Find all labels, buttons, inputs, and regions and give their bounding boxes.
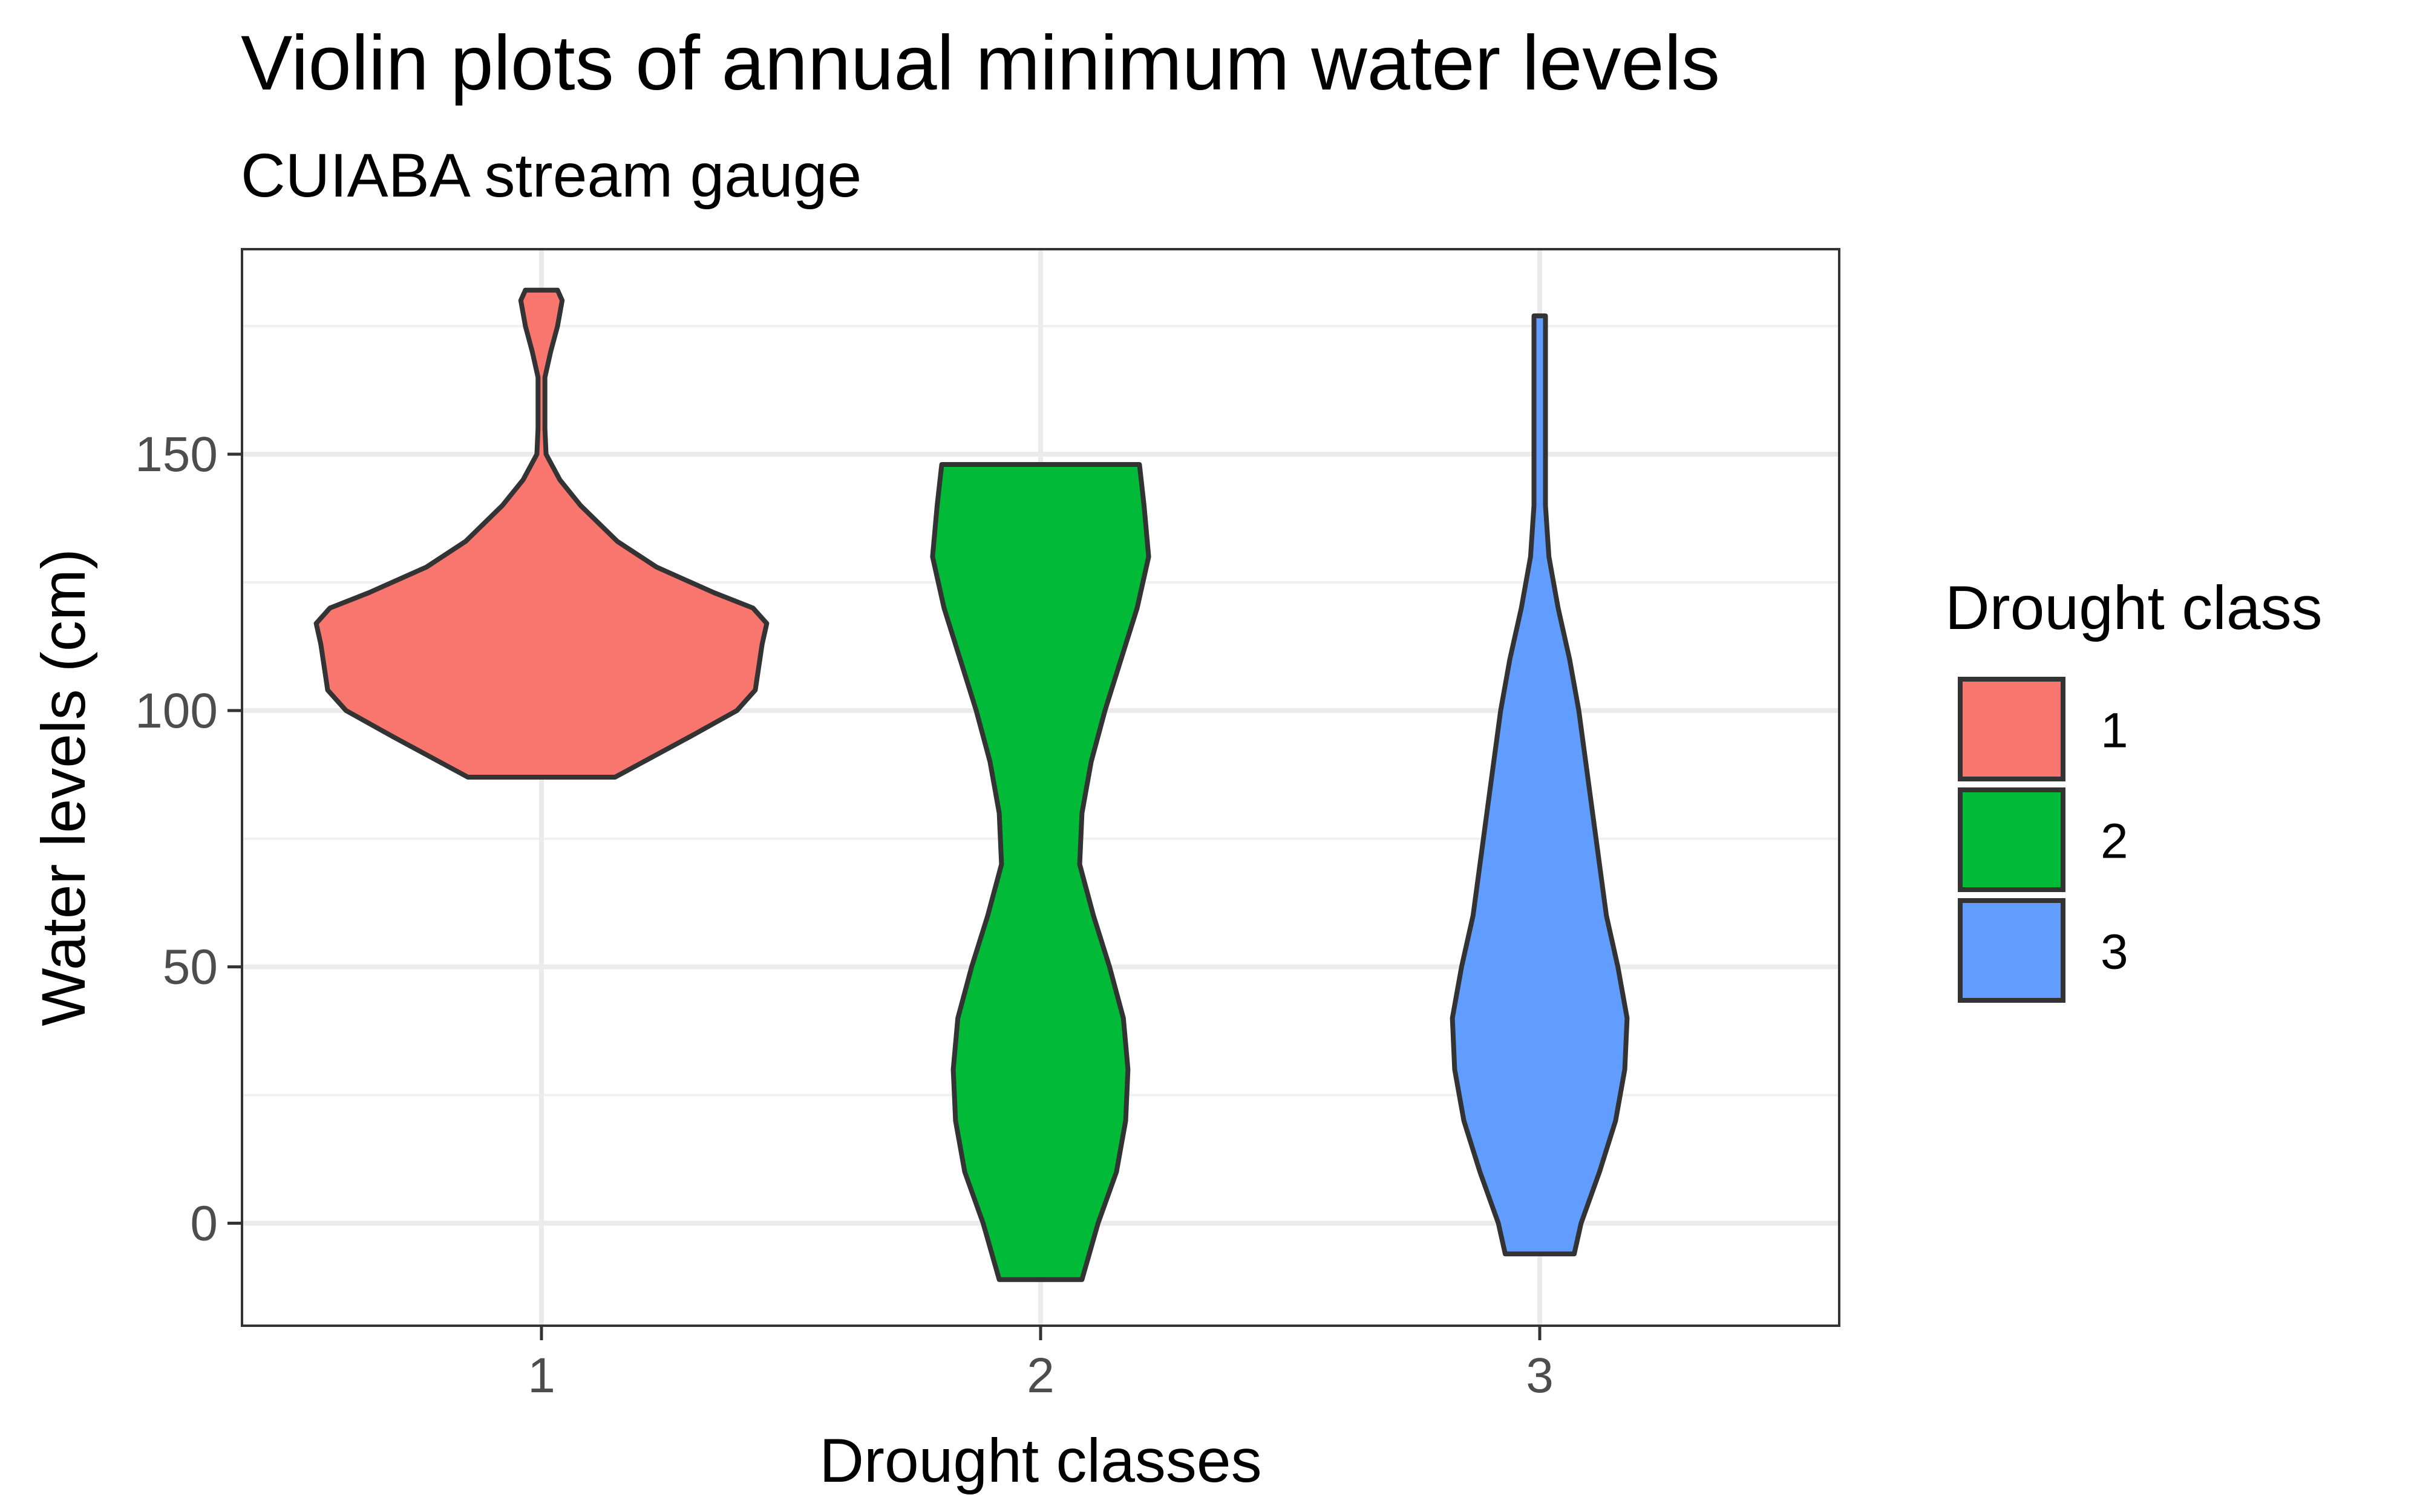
legend-items: 1 2 3	[1958, 677, 2128, 1003]
legend-key-3	[1958, 898, 2065, 1003]
legend-label-2: 2	[2101, 814, 2128, 869]
y-tick-label: 150	[135, 427, 218, 482]
violin-1	[313, 287, 770, 780]
violin-2	[930, 462, 1151, 1282]
y-tick-label: 0	[190, 1196, 218, 1251]
axes: 0 50 100 150 1 2 3	[135, 427, 1554, 1403]
y-axis-title: Water levels (cm)	[29, 549, 98, 1026]
legend-label-1: 1	[2101, 703, 2128, 758]
violins	[313, 287, 1630, 1282]
legend-key-2	[1958, 787, 2065, 892]
legend: Drought class 1 2 3	[1945, 573, 2323, 1003]
legend-label-3: 3	[2101, 925, 2128, 980]
x-axis-title: Drought classes	[819, 1426, 1261, 1495]
x-tick-label: 1	[528, 1348, 555, 1403]
legend-key-1	[1958, 677, 2065, 781]
violin-3	[1450, 313, 1630, 1257]
y-tick-label: 50	[163, 940, 218, 995]
chart-subtitle: CUIABA stream gauge	[241, 141, 862, 210]
y-tick-label: 100	[135, 683, 218, 738]
x-tick-label: 3	[1526, 1348, 1554, 1403]
x-tick-label: 2	[1027, 1348, 1055, 1403]
legend-title: Drought class	[1945, 573, 2323, 642]
chart-title: Violin plots of annual minimum water lev…	[241, 20, 1720, 106]
